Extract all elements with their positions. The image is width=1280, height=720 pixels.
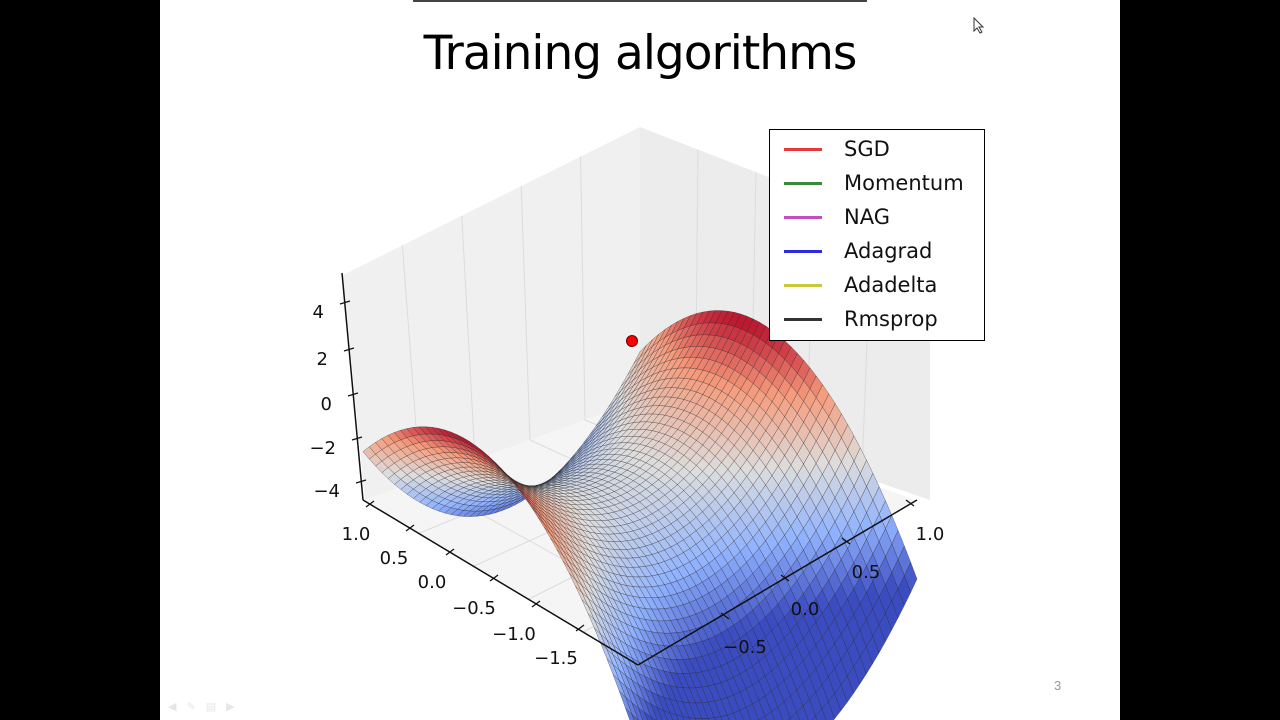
- legend-swatch: [784, 181, 822, 185]
- slide-title: Training algorithms: [423, 26, 858, 81]
- axis-tick-label: 0.5: [852, 562, 881, 583]
- legend-item-adadelta: Adadelta: [784, 273, 937, 297]
- slideshow-nav-tools: ◀ ✎ ▤ ▶: [168, 700, 235, 713]
- axis-tick-label: 4: [313, 302, 324, 323]
- legend-label: Adagrad: [844, 239, 933, 263]
- axis-tick-label: −1.0: [492, 624, 536, 645]
- mouse-cursor-icon: [973, 17, 985, 34]
- legend-swatch: [784, 249, 822, 253]
- menu-icon[interactable]: ▤: [205, 701, 217, 713]
- legend-item-momentum: Momentum: [784, 171, 964, 195]
- pen-icon[interactable]: ✎: [186, 701, 196, 713]
- axis-tick-label: 1.0: [342, 524, 371, 545]
- legend-item-rmsprop: Rmsprop: [784, 307, 938, 331]
- legend-label: Momentum: [844, 171, 964, 195]
- axis-tick-label: 0.0: [418, 572, 447, 593]
- pane-left: [343, 127, 640, 500]
- axis-tick-label: 2: [317, 349, 328, 370]
- legend-swatch: [784, 283, 822, 287]
- prev-arrow-icon[interactable]: ◀: [168, 701, 177, 713]
- axis-tick-label: 0.0: [791, 599, 820, 620]
- top-rule: [413, 0, 867, 2]
- chart-legend: SGD Momentum NAG Adagrad Adadelta Rmsprop: [769, 129, 985, 341]
- axis-tick-label: −4: [313, 481, 340, 502]
- axis-tick-label: −0.5: [723, 637, 767, 658]
- legend-swatch: [784, 215, 822, 219]
- legend-swatch: [784, 317, 822, 321]
- optimizer-start-marker: [626, 335, 638, 347]
- legend-item-adagrad: Adagrad: [784, 239, 932, 263]
- axis-tick-label: 1.0: [916, 524, 945, 545]
- axis-tick-label: −1.5: [534, 648, 578, 669]
- legend-swatch: [784, 147, 822, 151]
- legend-item-nag: NAG: [784, 205, 890, 229]
- axis-tick-label: 0.5: [380, 548, 409, 569]
- next-arrow-icon[interactable]: ▶: [226, 701, 235, 713]
- axis-tick-label: −2: [309, 438, 336, 459]
- axes: [341, 272, 918, 666]
- legend-label: NAG: [844, 205, 890, 229]
- page-number: 3: [1054, 678, 1062, 693]
- axis-tick-label: −0.5: [452, 598, 496, 619]
- legend-label: SGD: [844, 137, 890, 161]
- legend-label: Rmsprop: [844, 307, 938, 331]
- legend-label: Adadelta: [844, 273, 938, 297]
- axis-tick-label: 0: [321, 394, 332, 415]
- legend-item-sgd: SGD: [784, 137, 890, 161]
- saddle-surface-chart: 420−2−41.00.50.0−0.5−1.0−1.51.00.50.0−0.…: [309, 127, 945, 720]
- slide: Training algorithms 4 2 0 −2 −4 1.0 0.5 0.0 −0.5…: [160, 0, 1120, 720]
